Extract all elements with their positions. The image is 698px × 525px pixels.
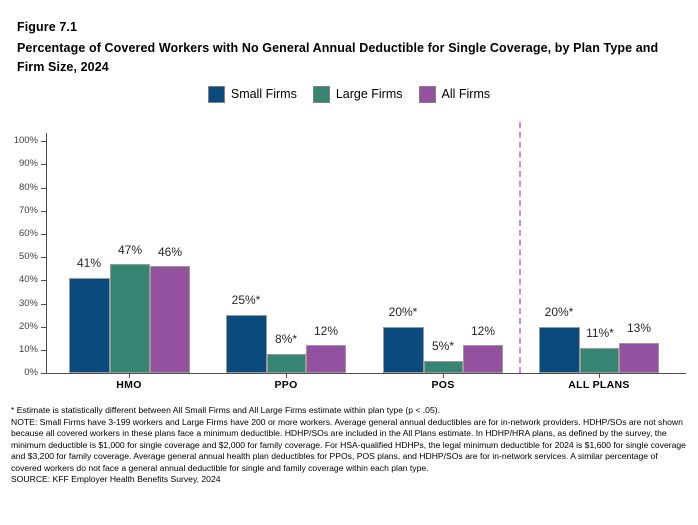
bar-hmo-small-firms[interactable] [69,278,110,373]
chart-legend: Small Firms Large Firms All Firms [0,86,698,103]
y-tick-label-100: 100% [13,135,38,146]
y-tick-label-50: 50% [18,251,38,262]
bar-label-pos-large-firms: 5%* [431,339,455,353]
group-divider-line [519,122,521,373]
legend-label-large-firms: Large Firms [335,87,403,102]
bar-allplans-small-firms[interactable] [539,327,580,373]
y-tick-label-60: 60% [18,228,38,239]
bar-ppo-small-firms[interactable] [226,315,267,373]
figure-notes: * Estimate is statistically different be… [11,405,687,486]
bar-label-pos-small-firms: 20%* [388,305,418,319]
bar-label-allplans-large-firms: 11%* [586,326,614,340]
figure-number: Figure 7.1 [17,20,78,34]
bar-ppo-large-firms[interactable] [267,354,306,373]
legend-item-all-firms: All Firms [418,86,491,103]
bar-label-ppo-large-firms: 8%* [274,332,298,346]
bar-allplans-large-firms[interactable] [580,348,619,373]
bar-label-hmo-all-firms: 46% [157,245,183,259]
x-group-label-all-plans: ALL PLANS [568,379,630,391]
y-tick-label-40: 40% [18,274,38,285]
bar-label-allplans-small-firms: 20%* [544,305,574,319]
x-group-label-hmo: HMO [116,379,142,391]
legend-swatch-small-firms [207,86,225,103]
bar-hmo-large-firms[interactable] [110,264,150,373]
bar-label-ppo-small-firms: 25%* [231,293,261,307]
y-tick-label-30: 30% [18,298,38,309]
legend-swatch-large-firms [312,86,330,103]
footnote-asterisk: * Estimate is statistically different be… [11,405,440,415]
bar-label-hmo-large-firms: 47% [117,243,143,257]
x-group-label-ppo: PPO [274,379,298,391]
y-tick-label-90: 90% [18,158,38,169]
bar-allplans-all-firms[interactable] [619,343,659,373]
bar-pos-small-firms[interactable] [383,327,424,373]
y-tick-label-0: 0% [24,367,38,378]
figure-title: Percentage of Covered Workers with No Ge… [17,41,659,74]
bar-hmo-all-firms[interactable] [150,266,190,373]
bar-label-pos-all-firms: 12% [470,324,496,338]
bar-label-allplans-all-firms: 13% [626,321,652,335]
x-axis-line [46,373,686,374]
legend-label-all-firms: All Firms [441,87,491,102]
bar-pos-large-firms[interactable] [424,361,463,373]
legend-swatch-all-firms [418,86,436,103]
bar-label-hmo-small-firms: 41% [76,256,102,270]
title-block: Figure 7.1 Percentage of Covered Workers… [17,18,677,77]
footnote-note: NOTE: Small Firms have 3-199 workers and… [11,416,686,473]
bar-pos-all-firms[interactable] [463,345,503,373]
y-tick-label-20: 20% [18,321,38,332]
y-tick-label-70: 70% [18,205,38,216]
footnote-source: SOURCE: KFF Employer Health Benefits Sur… [11,474,221,485]
y-axis-line [46,133,47,373]
bar-label-ppo-all-firms: 12% [313,324,339,338]
legend-item-large-firms: Large Firms [312,86,403,103]
x-group-label-pos: POS [431,379,455,391]
y-tick-label-80: 80% [18,182,38,193]
y-tick-label-10: 10% [18,344,38,355]
legend-item-small-firms: Small Firms [207,86,297,103]
legend-label-small-firms: Small Firms [230,87,297,102]
bar-ppo-all-firms[interactable] [306,345,346,373]
